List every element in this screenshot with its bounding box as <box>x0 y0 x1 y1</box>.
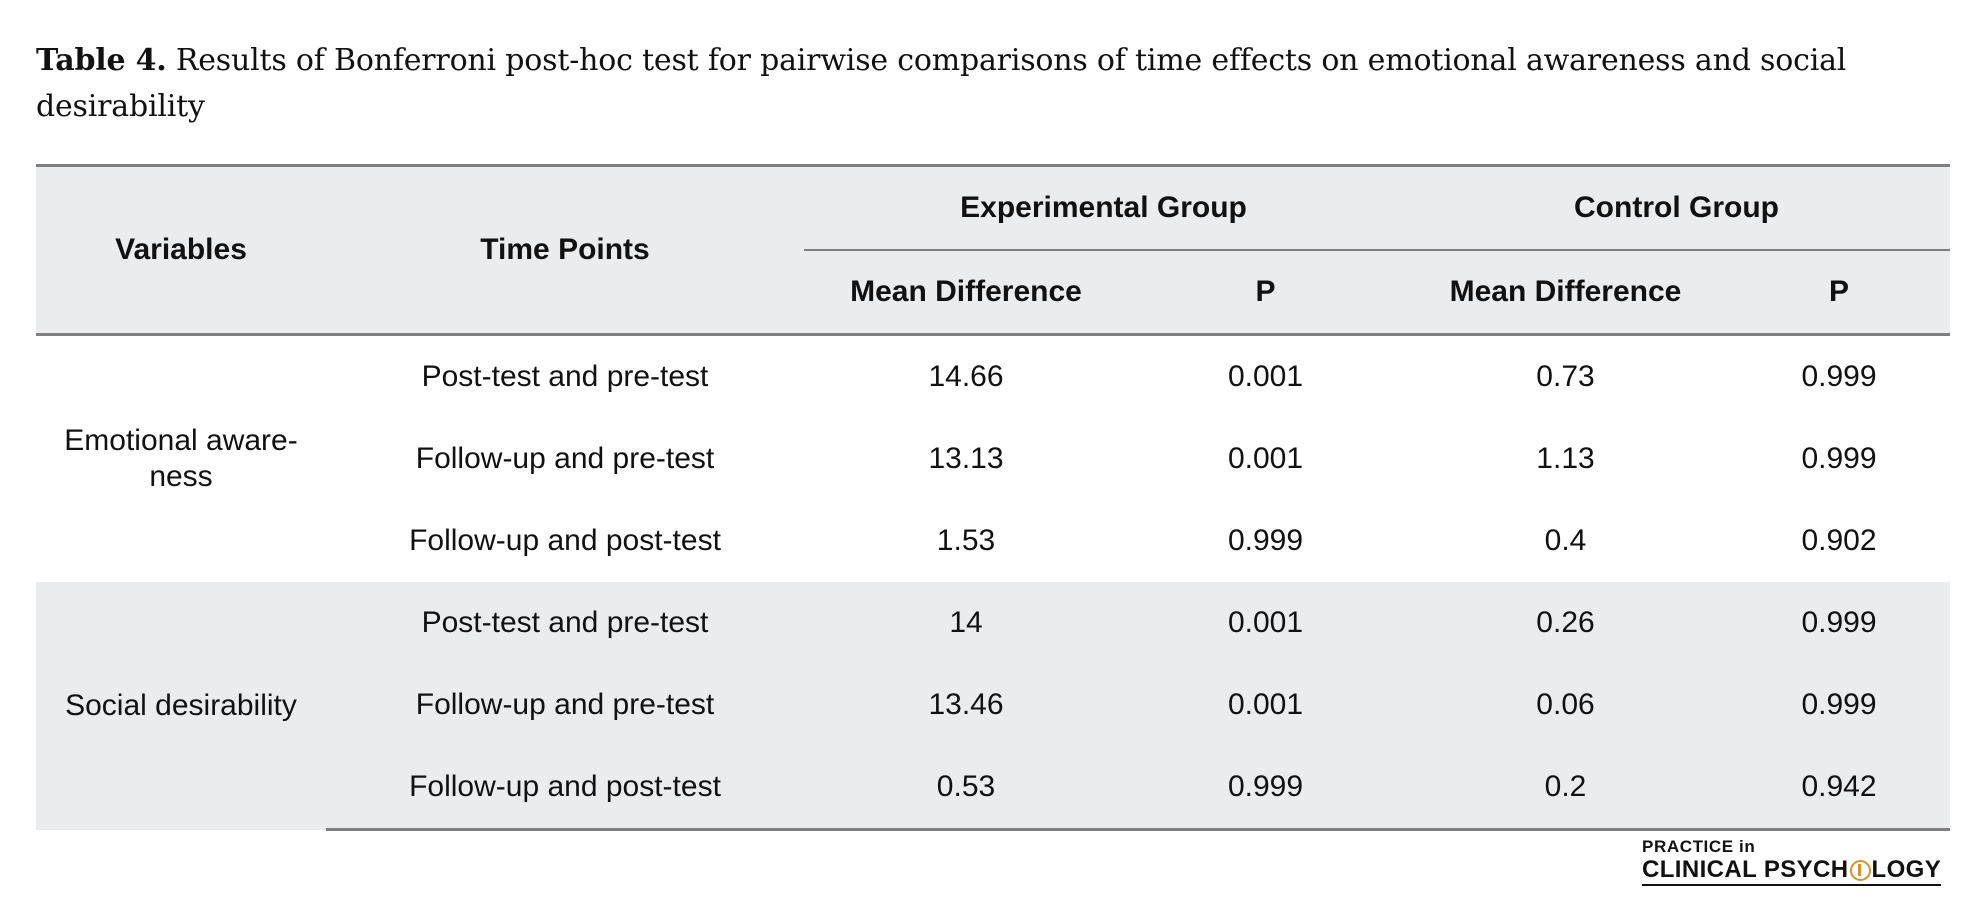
table-row: Social desirability Post-test and pre-te… <box>36 582 1950 830</box>
cell-exp-p: 0.999 <box>1128 746 1403 831</box>
cell-time-points: Post-test and pre-test <box>326 582 804 664</box>
table-row: Follow-up and post-test 1.53 0.999 0.4 0… <box>36 500 1950 582</box>
cell-ctrl-mean-difference: 0.06 <box>1403 664 1728 746</box>
journal-logo: PRACTICE in CLINICAL PSYCH LOGY <box>1642 838 1946 886</box>
table-row: Follow-up and pre-test 13.13 0.001 1.13 … <box>36 418 1950 500</box>
cell-time-points: Follow-up and pre-test <box>326 418 804 500</box>
table-caption-label: Table 4. <box>36 43 167 78</box>
brain-icon <box>1849 859 1871 881</box>
cell-exp-p: 0.001 <box>1128 334 1403 418</box>
journal-logo-line2-start: CLINICAL PSYCH <box>1642 856 1849 883</box>
variable-emotional-awareness: Emotional aware-ness <box>36 334 326 582</box>
cell-ctrl-p: 0.902 <box>1728 500 1950 582</box>
cell-time-points: Follow-up and post-test <box>326 746 804 831</box>
emotional-awareness-block: Emotional aware-ness Post-test and pre-t… <box>36 334 1950 582</box>
header-variables: Variables <box>36 165 326 335</box>
cell-exp-p: 0.001 <box>1128 664 1403 746</box>
variable-social-desirability: Social desirability <box>36 582 326 830</box>
cell-ctrl-p: 0.999 <box>1728 418 1950 500</box>
journal-logo-line2: CLINICAL PSYCH LOGY <box>1642 856 1942 886</box>
cell-exp-mean-difference: 13.46 <box>804 664 1128 746</box>
cell-ctrl-mean-difference: 0.4 <box>1403 500 1728 582</box>
cell-exp-p: 0.001 <box>1128 582 1403 664</box>
cell-exp-mean-difference: 0.53 <box>804 746 1128 831</box>
cell-ctrl-p: 0.999 <box>1728 334 1950 418</box>
cell-ctrl-mean-difference: 1.13 <box>1403 418 1728 500</box>
journal-logo-line1: PRACTICE in <box>1642 837 1756 856</box>
header-time-points: Time Points <box>326 165 804 335</box>
table-caption: Table 4. Results of Bonferroni post-hoc … <box>36 38 1946 130</box>
cell-ctrl-mean-difference: 0.73 <box>1403 334 1728 418</box>
table-row: Follow-up and post-test 0.53 0.999 0.2 0… <box>36 746 1950 831</box>
header-experimental-group: Experimental Group <box>804 165 1403 251</box>
cell-exp-mean-difference: 14.66 <box>804 334 1128 418</box>
social-desirability-block: Social desirability Post-test and pre-te… <box>36 582 1950 831</box>
cell-exp-p: 0.001 <box>1128 418 1403 500</box>
header-exp-p: P <box>1128 250 1403 335</box>
cell-exp-p: 0.999 <box>1128 500 1403 582</box>
header-ctrl-p: P <box>1728 250 1950 335</box>
cell-time-points: Follow-up and post-test <box>326 500 804 582</box>
header-control-group: Control Group <box>1403 165 1950 251</box>
cell-time-points: Post-test and pre-test <box>326 334 804 418</box>
table-row: Emotional aware-ness Post-test and pre-t… <box>36 334 1950 582</box>
cell-exp-mean-difference: 13.13 <box>804 418 1128 500</box>
cell-exp-mean-difference: 14 <box>804 582 1128 664</box>
table-row: Follow-up and pre-test 13.46 0.001 0.06 … <box>36 664 1950 746</box>
journal-logo-line2-end: LOGY <box>1871 856 1942 883</box>
results-table: Variables Time Points Experimental Group… <box>36 164 1950 831</box>
table-caption-text: Results of Bonferroni post-hoc test for … <box>36 43 1847 124</box>
cell-ctrl-p: 0.942 <box>1728 746 1950 831</box>
cell-exp-mean-difference: 1.53 <box>804 500 1128 582</box>
cell-ctrl-p: 0.999 <box>1728 582 1950 664</box>
table-header: Variables Time Points Experimental Group… <box>36 165 1950 335</box>
cell-ctrl-p: 0.999 <box>1728 664 1950 746</box>
header-exp-mean-difference: Mean Difference <box>804 250 1128 335</box>
header-ctrl-mean-difference: Mean Difference <box>1403 250 1728 335</box>
cell-ctrl-mean-difference: 0.26 <box>1403 582 1728 664</box>
cell-time-points: Follow-up and pre-test <box>326 664 804 746</box>
cell-ctrl-mean-difference: 0.2 <box>1403 746 1728 831</box>
